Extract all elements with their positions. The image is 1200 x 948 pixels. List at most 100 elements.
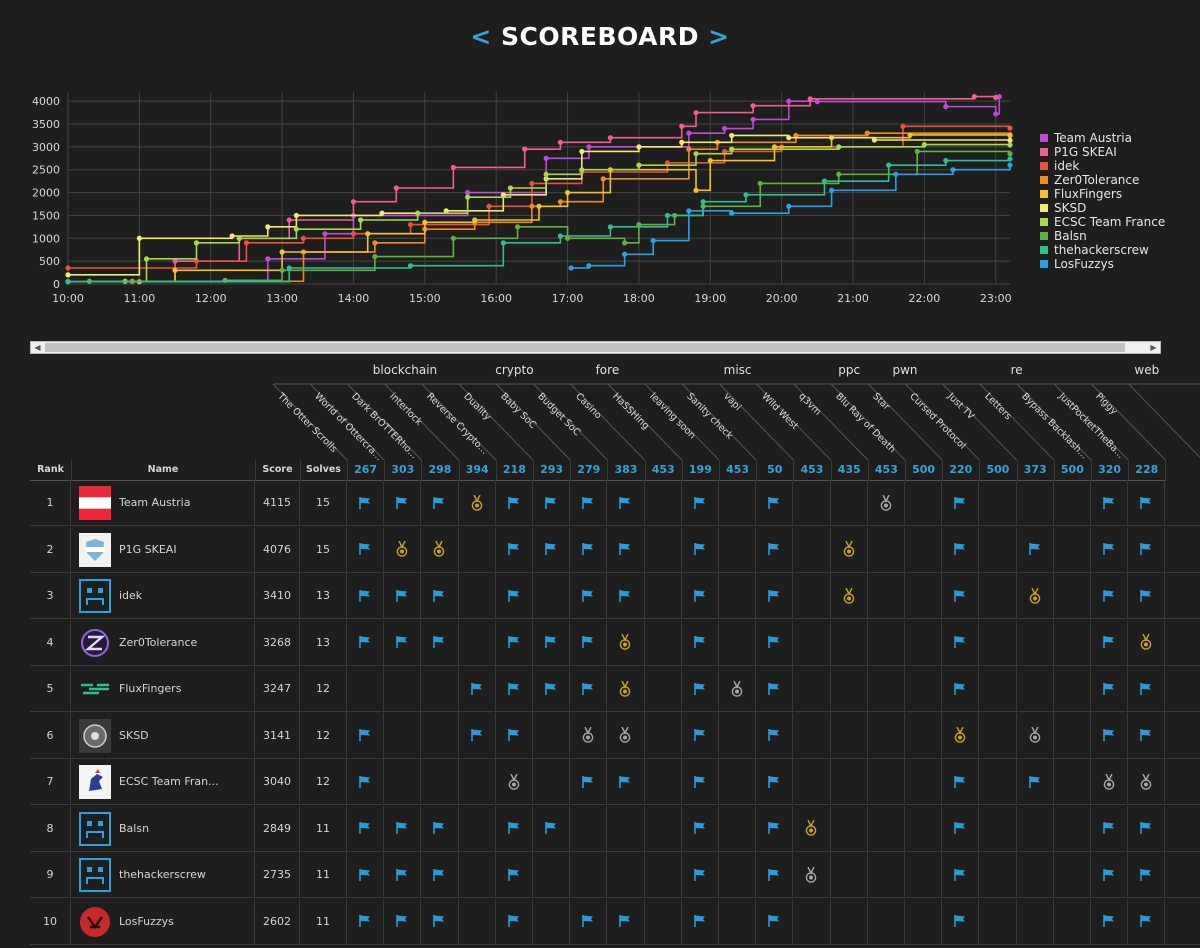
team-name-cell[interactable]: [71, 852, 255, 898]
solves-cell: 12: [300, 666, 347, 712]
category-label[interactable]: misc: [723, 363, 752, 377]
solved-flag-icon: [1140, 822, 1152, 834]
scroll-right-arrow-icon[interactable]: ▶: [1150, 343, 1157, 352]
solve-cell: [384, 759, 422, 805]
solve-cell: [719, 480, 757, 526]
solve-cell: [1016, 573, 1054, 619]
category-label[interactable]: fore: [595, 363, 620, 377]
solved-flag-icon: [694, 868, 705, 881]
score-cell: 3410: [255, 573, 300, 619]
legend-item[interactable]: ECSC Team France: [1040, 215, 1165, 229]
header-diagonal: [905, 383, 980, 461]
team-name-cell[interactable]: [71, 480, 255, 526]
team-name[interactable]: FluxFingers: [119, 682, 182, 695]
solve-cell: [942, 666, 980, 712]
rank-cell: 6: [30, 712, 71, 759]
series-9-point-10: [1007, 162, 1013, 168]
category-label[interactable]: blockchain: [372, 363, 438, 377]
score-cell: 3247: [255, 666, 300, 712]
team-name-cell[interactable]: [71, 526, 255, 573]
solve-cell: [570, 526, 608, 573]
legend-item[interactable]: Balsn: [1040, 229, 1165, 243]
team-name[interactable]: P1G SKEAI: [119, 542, 177, 556]
solve-cell: [756, 712, 794, 759]
series-1-point-3: [286, 217, 292, 223]
team-name[interactable]: LosFuzzys: [119, 914, 174, 928]
header-diagonal: [793, 383, 869, 461]
solve-cell: [1091, 712, 1129, 759]
solve-cell: [533, 805, 571, 852]
legend-item[interactable]: FluxFingers: [1040, 187, 1165, 201]
solved-flag-icon: [396, 915, 408, 927]
horizontal-scrollbar[interactable]: ◀ ▶: [30, 341, 1161, 354]
team-name[interactable]: SKSD: [119, 728, 149, 742]
solved-flag-icon: [508, 496, 519, 509]
team-name-cell[interactable]: [71, 898, 255, 945]
scroll-left-arrow-icon[interactable]: ◀: [34, 343, 41, 352]
score-cell: 3040: [255, 759, 300, 805]
solved-flag-icon: [359, 543, 371, 555]
legend-item[interactable]: LosFuzzys: [1040, 257, 1165, 271]
solve-cell: [421, 573, 459, 619]
team-logo: [79, 672, 111, 706]
solved-flag-icon: [768, 915, 780, 927]
legend-item[interactable]: Zer0Tolerance: [1040, 173, 1165, 187]
solve-cell: [979, 759, 1017, 805]
challenge-points: 500: [905, 460, 944, 481]
solve-cell: [347, 666, 385, 712]
solve-cell: [793, 573, 831, 619]
team-name[interactable]: Team Austria: [119, 496, 191, 509]
team-name-cell[interactable]: [71, 666, 255, 712]
header-rank: Rank: [30, 460, 72, 481]
solved-flag-icon: [545, 822, 557, 834]
solve-cell: [1165, 573, 1200, 619]
series-8-point-4: [557, 233, 564, 239]
team-name-cell[interactable]: [71, 712, 255, 759]
series-1-point-8: [557, 139, 564, 145]
solve-cell: [384, 666, 422, 712]
team-name[interactable]: ECSC Team Fran...: [119, 775, 219, 788]
team-name[interactable]: thehackerscrew: [119, 868, 206, 881]
category-label[interactable]: crypto: [495, 363, 534, 377]
solve-cell: [347, 480, 385, 526]
solve-cell: [830, 852, 868, 898]
team-name-cell[interactable]: [71, 573, 255, 619]
category-label[interactable]: re: [1010, 363, 1023, 377]
solved-flag-icon: [582, 636, 594, 648]
solved-flag-icon: [508, 636, 519, 648]
legend-item[interactable]: P1G SKEAI: [1040, 145, 1165, 159]
solve-cell: [495, 759, 533, 805]
team-name-cell[interactable]: [71, 619, 255, 666]
solved-flag-icon: [619, 915, 631, 927]
solved-flag-icon: [359, 589, 371, 602]
header-diagonal: [756, 383, 831, 461]
legend-item[interactable]: idek: [1040, 159, 1165, 173]
team-name-cell[interactable]: [71, 805, 255, 852]
team-name-cell[interactable]: [71, 759, 255, 805]
team-name[interactable]: Balsn: [119, 821, 150, 835]
scroll-thumb[interactable]: [45, 343, 1125, 352]
series-0-point-11: [814, 99, 820, 105]
legend-item[interactable]: Team Austria: [1040, 131, 1165, 145]
solve-cell: [495, 898, 533, 945]
x-tick-label: 14:00: [338, 292, 370, 305]
legend-label: SKSD: [1054, 201, 1087, 215]
series-6-point-2: [143, 256, 150, 262]
solve-cell: [533, 573, 571, 619]
team-name[interactable]: idek: [119, 589, 143, 602]
series-6-point-17: [1007, 142, 1013, 148]
legend-item[interactable]: SKSD: [1040, 201, 1165, 215]
solved-flag-icon: [1140, 868, 1152, 881]
header-diagonal: [979, 383, 1055, 461]
team-name[interactable]: Zer0Tolerance: [119, 635, 198, 649]
series-4-point-4: [422, 219, 428, 225]
category-label[interactable]: web: [1134, 363, 1160, 377]
header-diagonal: [309, 383, 385, 461]
category-label[interactable]: pwn: [892, 363, 918, 377]
legend-item[interactable]: thehackerscrew: [1040, 243, 1165, 257]
category-label[interactable]: ppc: [838, 363, 861, 377]
series-8-point-7: [700, 199, 706, 205]
solve-cell: [570, 898, 608, 945]
series-4-point-6: [536, 203, 542, 209]
series-4-point-11: [771, 144, 778, 150]
